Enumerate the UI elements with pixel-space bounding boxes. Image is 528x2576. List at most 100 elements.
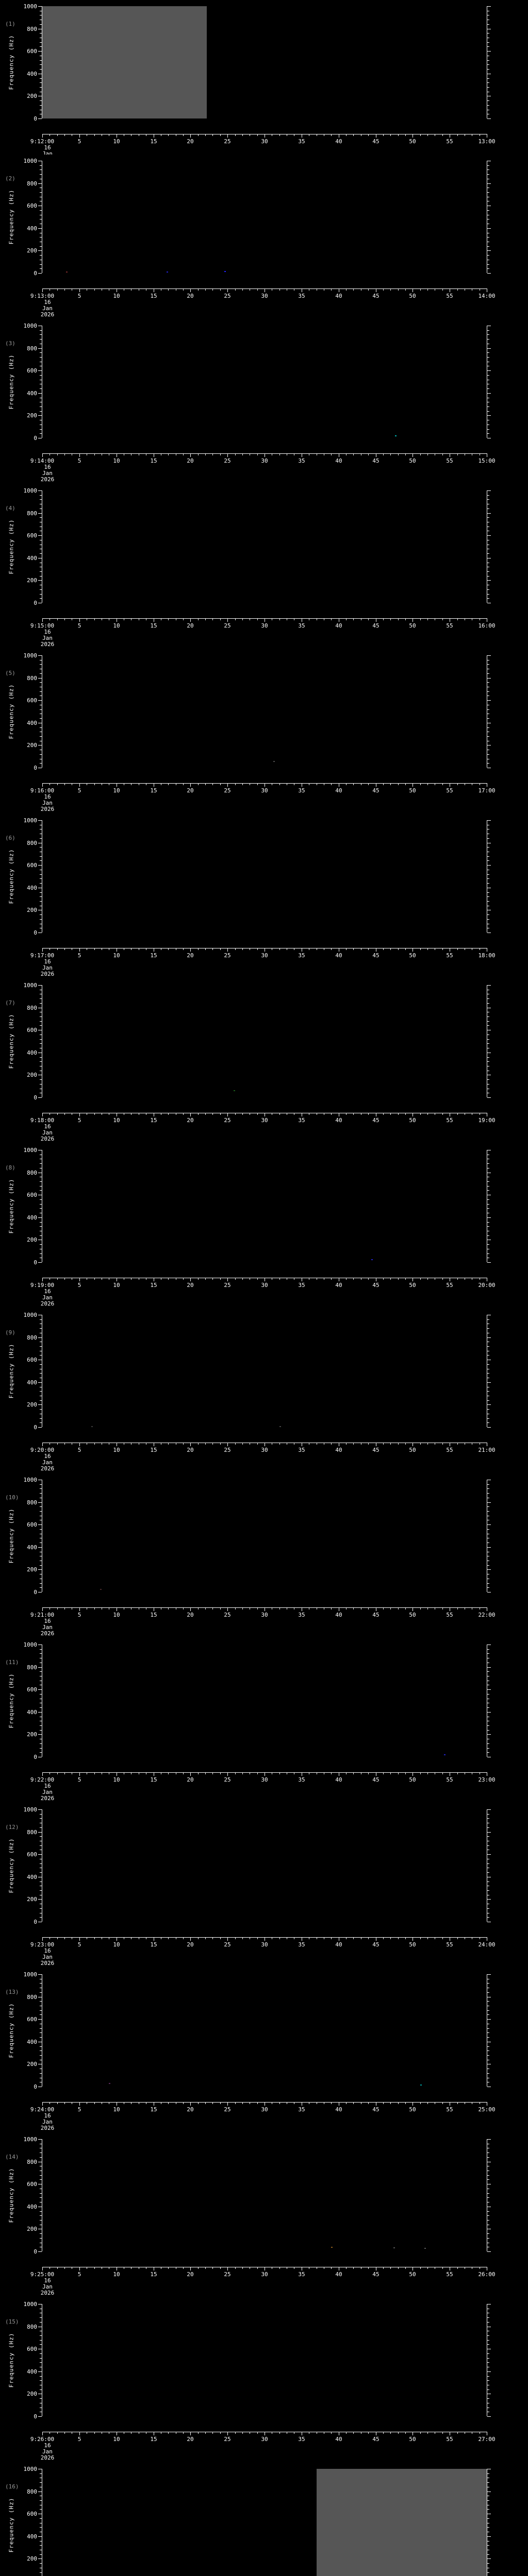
- y-tick-label: 200: [27, 1401, 37, 1408]
- x-tick-major: [190, 618, 191, 622]
- x-tick-minor: [64, 289, 65, 291]
- x-tick-minor: [183, 948, 184, 950]
- y-tick-minor: [40, 2344, 42, 2345]
- x-tick-minor: [279, 1443, 280, 1445]
- panel-index-label: (10): [5, 1494, 19, 1501]
- x-tick-major: [79, 1607, 80, 1611]
- x-tick-label: 20: [187, 293, 194, 299]
- y-tick-label: 200: [27, 1566, 37, 1573]
- x-tick-minor: [383, 1607, 384, 1609]
- x-tick-minor: [368, 2102, 369, 2104]
- x-tick-major: [227, 453, 228, 457]
- x-tick-minor: [398, 1278, 399, 1280]
- y-tick-minor: [40, 2050, 42, 2051]
- y-tick-minor: [40, 1908, 42, 1909]
- x-tick-minor: [198, 2267, 199, 2269]
- y-tick-minor: [40, 1039, 42, 1040]
- x-tick-minor: [353, 134, 354, 136]
- y-tick-minor-right: [487, 406, 489, 407]
- y-tick-major-right: [487, 655, 491, 656]
- y-tick-major-right: [487, 1337, 491, 1338]
- y-tick-label: 600: [27, 1851, 37, 1858]
- y-tick-minor-right: [487, 357, 489, 358]
- data-point: [444, 1754, 446, 1755]
- y-tick-minor-right: [487, 1061, 489, 1062]
- x-tick-minor: [427, 1607, 428, 1609]
- x-tick-label: 25: [224, 1612, 231, 1618]
- y-tick-minor-right: [487, 896, 489, 897]
- x-tick-label: 30: [261, 2271, 268, 2278]
- y-tick-minor-right: [487, 1752, 489, 1753]
- y-tick-major: [38, 1502, 42, 1503]
- x-tick-minor: [235, 453, 236, 455]
- x-tick-major: [79, 1113, 80, 1116]
- y-tick-minor: [40, 2509, 42, 2510]
- x-tick-minor: [390, 1113, 391, 1115]
- y-tick-minor-right: [487, 330, 489, 331]
- y-tick-minor-right: [487, 69, 489, 70]
- x-tick-minor: [57, 453, 58, 455]
- y-axis-title: Frequency (Hz): [8, 2497, 15, 2553]
- y-tick-minor-right: [487, 264, 489, 265]
- x-tick-label: 35: [298, 952, 305, 959]
- x-tick-minor: [94, 2432, 95, 2434]
- x-tick-label: 55: [446, 293, 453, 299]
- x-tick-major: [412, 2102, 413, 2106]
- x-tick-major: [190, 1937, 191, 1941]
- y-tick-minor: [40, 1992, 42, 1993]
- y-tick-minor: [40, 2032, 42, 2033]
- x-tick-label: 15: [150, 1612, 157, 1618]
- y-tick-minor: [40, 860, 42, 861]
- y-tick-minor-right: [487, 1418, 489, 1419]
- x-tick-minor: [198, 1278, 199, 1280]
- y-axis-title: Frequency (Hz): [8, 35, 15, 90]
- y-tick-minor: [40, 1235, 42, 1236]
- y-axis-title: Frequency (Hz): [8, 354, 15, 410]
- x-tick-minor: [390, 134, 391, 136]
- x-tick-minor: [279, 2432, 280, 2434]
- x-tick-minor: [235, 2432, 236, 2434]
- y-tick-label: 1000: [23, 1312, 38, 1318]
- x-tick-minor: [205, 1278, 206, 1280]
- y-tick-major-right: [487, 1832, 491, 1833]
- y-tick-label: 0: [34, 115, 37, 122]
- x-tick-minor: [398, 453, 399, 455]
- x-tick-minor: [398, 134, 399, 136]
- y-tick-minor-right: [487, 1493, 489, 1494]
- y-tick-major: [38, 1854, 42, 1855]
- x-tick-label: 20: [187, 787, 194, 794]
- x-tick-minor: [64, 134, 65, 136]
- x-tick-label: 45: [372, 138, 380, 145]
- x-tick-label: 55: [446, 1941, 453, 1948]
- y-tick-minor: [40, 664, 42, 665]
- x-tick-minor: [198, 618, 199, 620]
- x-tick-label: 55: [446, 622, 453, 629]
- y-tick-minor-right: [487, 553, 489, 554]
- x-tick-minor: [368, 1113, 369, 1115]
- x-tick-minor: [353, 1607, 354, 1609]
- y-tick-minor-right: [487, 571, 489, 572]
- y-tick-minor: [40, 1983, 42, 1984]
- x-tick-label: 45: [372, 293, 380, 299]
- y-tick-minor-right: [487, 87, 489, 88]
- data-point: [224, 271, 226, 272]
- y-tick-major: [38, 393, 42, 394]
- x-tick-minor: [420, 1937, 421, 1939]
- x-tick-minor: [212, 1772, 213, 1774]
- y-tick-minor-right: [487, 2055, 489, 2056]
- y-tick-major-right: [487, 118, 491, 119]
- y-tick-minor: [40, 46, 42, 47]
- y-tick-minor-right: [487, 1908, 489, 1909]
- y-tick-minor: [40, 433, 42, 434]
- y-tick-minor-right: [487, 1890, 489, 1891]
- x-tick-major: [79, 1772, 80, 1776]
- y-tick-major: [38, 490, 42, 491]
- x-tick-minor: [183, 2102, 184, 2104]
- y-tick-major: [38, 820, 42, 821]
- y-tick-minor: [40, 883, 42, 884]
- x-tick-label: 55: [446, 952, 453, 959]
- x-tick-minor: [198, 1937, 199, 1939]
- x-tick-minor: [279, 1278, 280, 1280]
- x-tick-label: 35: [298, 1117, 305, 1124]
